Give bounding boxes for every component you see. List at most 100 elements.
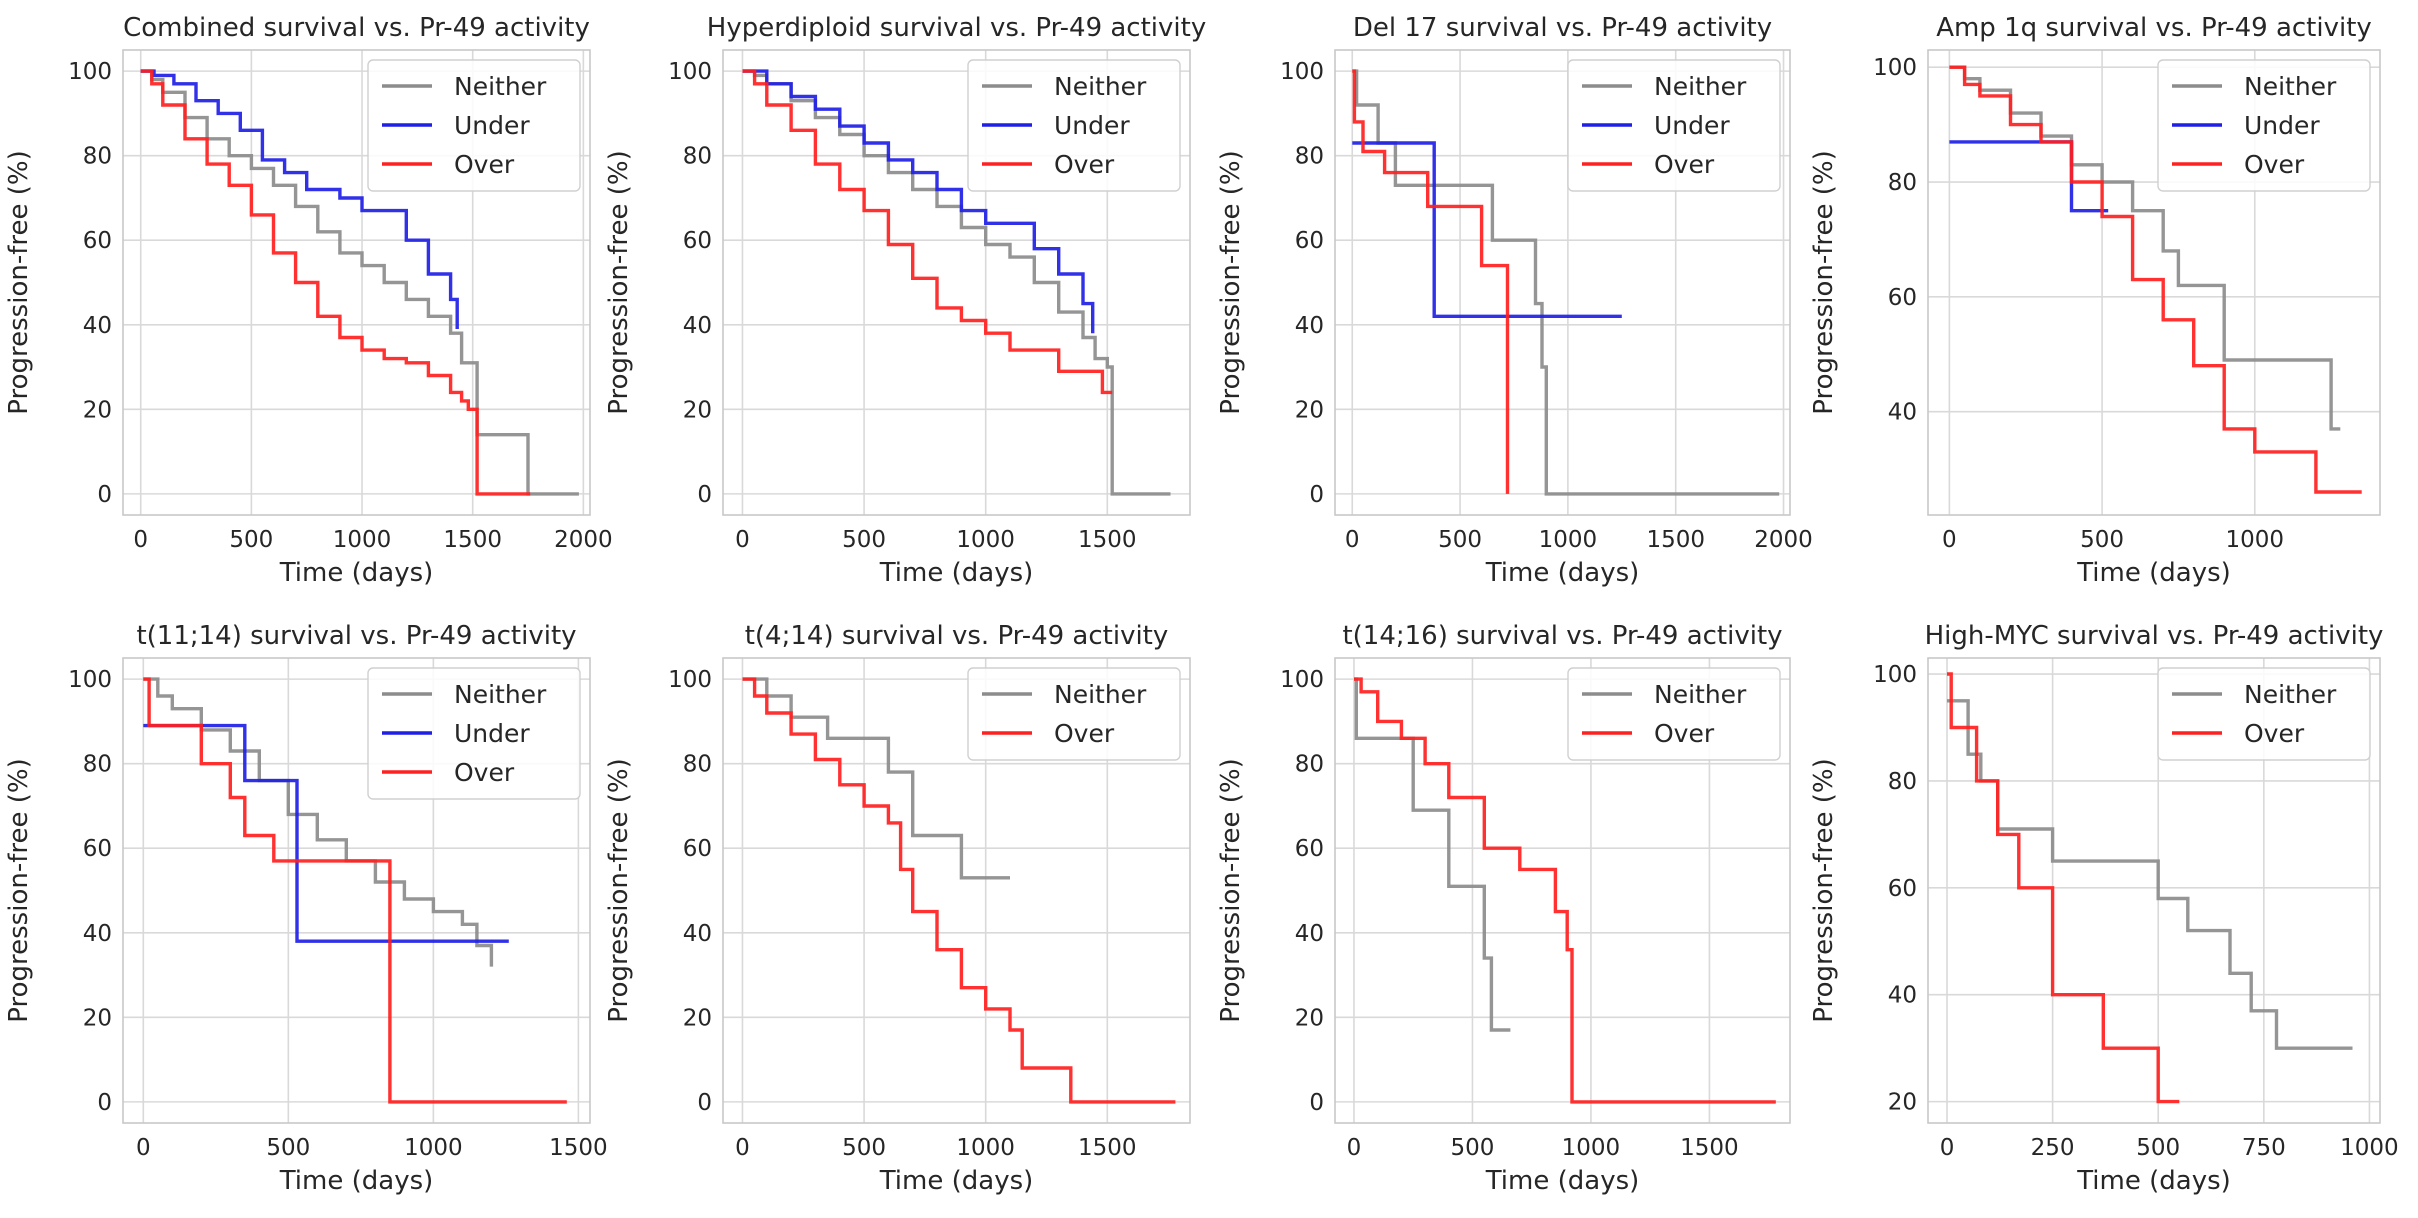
x-axis-label: Time (days) bbox=[1485, 558, 1640, 588]
y-axis-label: Progression-free (%) bbox=[1216, 758, 1246, 1022]
series-line-neither bbox=[143, 677, 494, 967]
legend-label-neither: Neither bbox=[1654, 72, 1747, 101]
x-tick-label: 500 bbox=[842, 527, 886, 553]
legend-box bbox=[967, 667, 1181, 761]
x-tick-label: 1000 bbox=[333, 527, 392, 553]
panel-del-17: 0 500 1000 1500 2000 0 20 40 60 80 100 Del 17 survi… bbox=[1216, 13, 1813, 588]
y-tick-label: 80 bbox=[1888, 170, 1917, 196]
series-line-over bbox=[1947, 672, 2180, 1104]
x-tick-label: 1500 bbox=[1078, 1135, 1137, 1161]
legend-label-under: Under bbox=[1054, 111, 1130, 140]
series-line-over bbox=[143, 677, 567, 1104]
x-tick-label: 1000 bbox=[2226, 527, 2285, 553]
y-axis-label: Progression-free (%) bbox=[1809, 150, 1839, 414]
x-axis-label: Time (days) bbox=[1485, 1166, 1640, 1196]
y-tick-label: 0 bbox=[1309, 1090, 1324, 1116]
y-tick-label: 100 bbox=[68, 667, 112, 693]
series-line-neither bbox=[140, 69, 579, 496]
y-tick-label: 40 bbox=[83, 313, 112, 339]
legend-box bbox=[367, 59, 581, 192]
legend-label-over: Over bbox=[1654, 150, 1715, 179]
legend-label-under: Under bbox=[454, 719, 530, 748]
legend: Neither Over bbox=[967, 667, 1181, 761]
x-tick-label: 0 bbox=[1347, 1135, 1362, 1161]
plot-frame bbox=[722, 49, 1191, 516]
series-line-over bbox=[742, 677, 1176, 1104]
y-tick-label: 60 bbox=[683, 228, 712, 254]
panel-title: t(4;14) survival vs. Pr-49 activity bbox=[745, 621, 1169, 651]
y-tick-label: 100 bbox=[668, 667, 712, 693]
y-tick-label: 20 bbox=[683, 397, 712, 423]
x-tick-label: 500 bbox=[266, 1135, 310, 1161]
legend-label-over: Over bbox=[1054, 719, 1115, 748]
y-tick-label: 80 bbox=[683, 752, 712, 778]
legend-box bbox=[2157, 59, 2371, 192]
legend: Neither Under Over bbox=[1567, 59, 1781, 192]
x-tick-label: 0 bbox=[735, 527, 750, 553]
series-line-neither bbox=[1947, 699, 2353, 1050]
legend-label-neither: Neither bbox=[1054, 72, 1147, 101]
y-tick-label: 100 bbox=[1280, 59, 1324, 85]
panel-combined: 0 500 1000 1500 2000 0 20 40 60 80 100 Combined sur… bbox=[4, 13, 613, 588]
y-tick-label: 80 bbox=[83, 144, 112, 170]
y-tick-label: 80 bbox=[1888, 769, 1917, 795]
series-line-neither bbox=[742, 69, 1171, 496]
legend-label-over: Over bbox=[2244, 719, 2305, 748]
plot-frame bbox=[122, 657, 591, 1124]
plot-frame bbox=[722, 657, 1191, 1124]
panel-title: t(11;14) survival vs. Pr-49 activity bbox=[136, 621, 576, 651]
legend-label-under: Under bbox=[1654, 111, 1730, 140]
y-tick-label: 100 bbox=[1873, 662, 1917, 688]
legend-box bbox=[2157, 667, 2371, 761]
x-tick-label: 500 bbox=[229, 527, 273, 553]
legend: Neither Over bbox=[1567, 667, 1781, 761]
plot-frame bbox=[1927, 49, 2381, 516]
legend-label-over: Over bbox=[2244, 150, 2305, 179]
y-tick-label: 20 bbox=[1295, 397, 1324, 423]
x-tick-label: 500 bbox=[842, 1135, 886, 1161]
y-axis-label: Progression-free (%) bbox=[1216, 150, 1246, 414]
x-axis-label: Time (days) bbox=[879, 558, 1034, 588]
series-line-neither bbox=[742, 677, 1010, 880]
y-tick-label: 40 bbox=[1295, 313, 1324, 339]
y-tick-label: 60 bbox=[1295, 836, 1324, 862]
series-line-over bbox=[1354, 677, 1776, 1104]
panel-title: High-MYC survival vs. Pr-49 activity bbox=[1925, 621, 2384, 651]
x-tick-label: 1000 bbox=[956, 527, 1015, 553]
y-axis-label: Progression-free (%) bbox=[4, 758, 34, 1022]
x-tick-label: 1500 bbox=[1078, 527, 1137, 553]
legend-label-neither: Neither bbox=[1054, 680, 1147, 709]
panel-t-14-16: 0 500 1000 1500 0 20 40 60 80 100 t(14;16) surviva… bbox=[1216, 621, 1791, 1196]
legend-box bbox=[367, 667, 581, 800]
y-axis-label: Progression-free (%) bbox=[4, 150, 34, 414]
y-tick-label: 40 bbox=[683, 313, 712, 339]
legend-label-over: Over bbox=[1654, 719, 1715, 748]
x-axis-label: Time (days) bbox=[279, 1166, 434, 1196]
x-tick-label: 1000 bbox=[1539, 527, 1598, 553]
legend: Neither Under Over bbox=[367, 59, 581, 192]
legend: Neither Over bbox=[2157, 667, 2371, 761]
series-line-under bbox=[1352, 141, 1622, 318]
x-tick-label: 500 bbox=[2080, 527, 2124, 553]
y-tick-label: 100 bbox=[668, 59, 712, 85]
panel-amp-1q: 0 500 1000 40 60 80 100 Amp 1q survival vs. Pr-… bbox=[1809, 13, 2381, 588]
y-tick-label: 80 bbox=[683, 144, 712, 170]
legend-label-neither: Neither bbox=[2244, 72, 2337, 101]
y-tick-label: 40 bbox=[1295, 921, 1324, 947]
y-tick-label: 0 bbox=[97, 1090, 112, 1116]
y-tick-label: 80 bbox=[83, 752, 112, 778]
x-tick-label: 1500 bbox=[549, 1135, 608, 1161]
x-tick-label: 1000 bbox=[956, 1135, 1015, 1161]
x-tick-label: 1500 bbox=[1680, 1135, 1739, 1161]
x-tick-label: 0 bbox=[735, 1135, 750, 1161]
panel-t-4-14: 0 500 1000 1500 0 20 40 60 80 100 t(4;14) survival… bbox=[604, 621, 1191, 1196]
y-tick-label: 20 bbox=[1888, 1090, 1917, 1116]
x-tick-label: 0 bbox=[1345, 527, 1360, 553]
x-tick-label: 1500 bbox=[1646, 527, 1705, 553]
x-tick-label: 0 bbox=[1940, 1135, 1955, 1161]
y-tick-label: 20 bbox=[683, 1005, 712, 1031]
x-tick-label: 1000 bbox=[1562, 1135, 1621, 1161]
y-tick-label: 60 bbox=[683, 836, 712, 862]
x-tick-label: 0 bbox=[133, 527, 148, 553]
x-tick-label: 500 bbox=[1438, 527, 1482, 553]
